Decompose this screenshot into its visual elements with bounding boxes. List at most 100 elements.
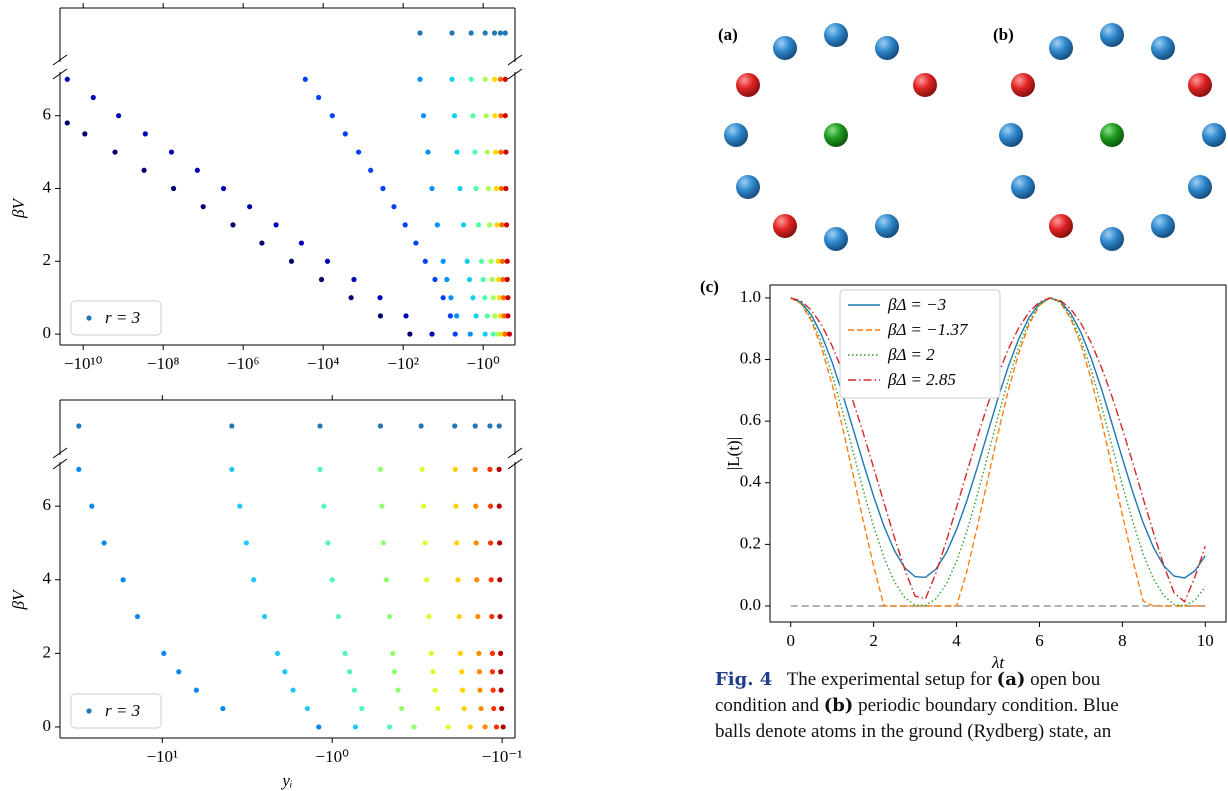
point [490, 331, 496, 337]
point [194, 167, 200, 173]
point [495, 331, 501, 337]
atom [1151, 214, 1175, 238]
point [324, 258, 331, 264]
legend-label: βΔ = 2 [887, 345, 935, 364]
legend-box [70, 300, 162, 336]
atom [724, 123, 748, 147]
point [501, 313, 507, 319]
point [488, 258, 494, 264]
point [422, 258, 428, 264]
caption-text: condition and [715, 695, 819, 716]
point [422, 540, 428, 546]
atom [824, 23, 848, 47]
atom [736, 73, 760, 97]
limit-point [468, 30, 474, 36]
y-axis-label: βV [9, 196, 28, 218]
point [455, 577, 461, 583]
point [470, 295, 476, 301]
y-tick-label: 0.4 [740, 472, 762, 491]
point [484, 313, 490, 319]
point [506, 331, 513, 337]
atom [1100, 227, 1124, 251]
y-tick-label: 4 [43, 569, 52, 588]
point [262, 613, 268, 620]
point [467, 331, 473, 337]
point [505, 295, 511, 301]
point [483, 113, 489, 119]
point [377, 466, 384, 472]
caption-text: The experimental setup for [786, 669, 992, 690]
y-tick-label: 0.8 [740, 348, 761, 367]
point [496, 466, 502, 472]
point [496, 540, 503, 546]
point [425, 149, 431, 155]
point [407, 331, 413, 337]
x-axis-label: yᵢ [280, 771, 292, 790]
y-tick-label: 0.0 [740, 595, 761, 614]
legend-label: βΔ = −3 [887, 295, 946, 314]
caption-line: Fig. 4 The experimental setup for (a) op… [715, 667, 1228, 693]
point [229, 466, 235, 472]
caption-text: open bou [1030, 669, 1101, 690]
point [347, 669, 353, 675]
limit-point [502, 30, 508, 36]
point [498, 185, 505, 192]
point [220, 705, 226, 712]
x-tick-label: −10⁰ [316, 747, 350, 766]
atom [1202, 123, 1226, 147]
y-tick-label: 0 [43, 716, 52, 735]
figure-label: Fig. 4 [715, 669, 773, 690]
point [352, 724, 359, 730]
point [380, 540, 386, 546]
point [342, 650, 348, 656]
limit-point [417, 30, 423, 36]
caption-ref: (b) [823, 695, 854, 716]
point [116, 113, 122, 119]
point [473, 540, 479, 546]
point [493, 185, 499, 192]
y-tick-label: 1.0 [740, 287, 761, 306]
point [476, 669, 483, 675]
x-tick-label: 2 [869, 631, 878, 650]
point [487, 222, 493, 228]
series-line [790, 297, 1206, 607]
axis-break [507, 54, 523, 66]
y-axis-label: βV [9, 588, 28, 610]
point [504, 276, 510, 283]
atom [1049, 214, 1073, 238]
point [89, 503, 95, 509]
axis-break [507, 458, 523, 470]
point [444, 276, 450, 283]
point [64, 76, 70, 82]
point [120, 577, 126, 583]
legend-label: βΔ = 2.85 [887, 370, 956, 389]
point [141, 167, 147, 173]
axis-break [52, 458, 68, 470]
atom [913, 73, 937, 97]
point [503, 149, 509, 155]
point [482, 724, 488, 730]
point [503, 185, 509, 192]
point [489, 276, 495, 283]
point [445, 724, 451, 730]
point [490, 687, 496, 693]
x-tick-label: −10⁸ [147, 354, 180, 373]
point [487, 503, 494, 509]
limit-point [482, 30, 488, 36]
limit-point [377, 423, 384, 429]
point [503, 222, 510, 228]
limit-point [472, 423, 478, 429]
x-tick-label: −10¹ [146, 747, 178, 766]
point [76, 466, 82, 472]
point [101, 540, 107, 546]
point [505, 313, 511, 319]
point [466, 276, 473, 283]
legend-marker [86, 708, 92, 714]
point [429, 185, 435, 192]
point [351, 276, 357, 283]
point [459, 669, 465, 675]
point [502, 113, 508, 119]
y-axis-label: |L(t)| [724, 437, 743, 470]
